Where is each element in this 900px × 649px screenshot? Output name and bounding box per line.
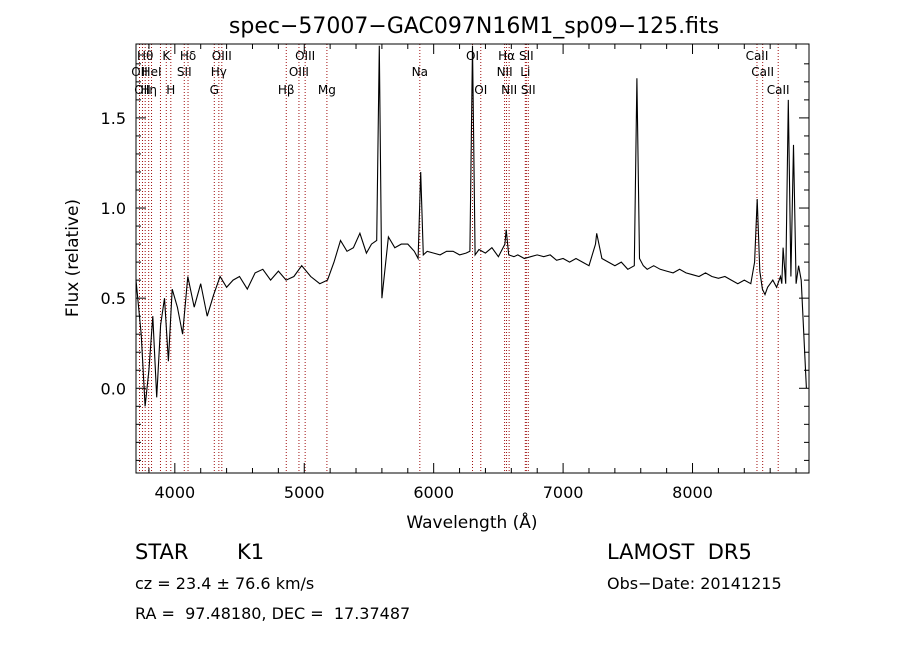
y-tick-label: 1.5 — [101, 109, 126, 128]
line-label: G — [210, 83, 219, 97]
line-label: K — [162, 49, 171, 63]
line-label: OII — [134, 83, 151, 97]
line-label: Li — [520, 65, 530, 79]
line-label: HeI — [142, 65, 162, 79]
line-label: Hα — [498, 49, 515, 63]
line-label: Hβ — [278, 83, 295, 97]
x-tick-label: 5000 — [284, 483, 325, 502]
line-label: Hγ — [211, 65, 227, 79]
line-label: SII — [521, 83, 536, 97]
survey-name: LAMOST DR5 — [607, 540, 752, 564]
redshift-text: cz = 23.4 ± 76.6 km/s — [135, 574, 315, 593]
spectral-line-labels: OIIOIIHθHηHeIKHSIIHδGHγOIIIHβOIIIOIIIMgN… — [131, 49, 789, 97]
line-label: Mg — [318, 83, 336, 97]
line-label: Hδ — [180, 49, 196, 63]
y-tick-label: 1.0 — [101, 199, 126, 218]
x-tick-label: 6000 — [413, 483, 454, 502]
plot-frame — [135, 43, 810, 474]
y-axis: 0.0 0.5 1.0 1.5 — [101, 63, 809, 461]
obs-date: Obs−Date: 20141215 — [607, 574, 782, 593]
line-label: Na — [412, 65, 428, 79]
object-class: STAR — [135, 540, 189, 564]
coordinates: RA = 97.48180, DEC = 17.37487 — [135, 604, 411, 623]
line-label: NII — [501, 83, 517, 97]
x-tick-label: 7000 — [543, 483, 584, 502]
line-label: CaII — [767, 83, 790, 97]
spectral-line-markers — [138, 44, 779, 473]
line-label: OI — [474, 83, 487, 97]
line-label: H — [166, 83, 175, 97]
line-label: Hθ — [137, 49, 153, 63]
line-label: OII — [131, 65, 148, 79]
x-tick-label: 4000 — [154, 483, 195, 502]
y-tick-label: 0.5 — [101, 289, 126, 308]
y-axis-label: Flux (relative) — [63, 199, 83, 317]
spectrum-line — [135, 45, 807, 407]
subclass: K1 — [237, 540, 265, 564]
line-label: CaII — [746, 49, 769, 63]
x-axis: 4000 5000 6000 7000 8000 — [148, 44, 797, 502]
line-label: NII — [497, 65, 513, 79]
y-tick-label: 0.0 — [101, 379, 126, 398]
line-label: Hη — [140, 83, 157, 97]
line-label: SII — [519, 49, 534, 63]
line-label: CaII — [751, 65, 774, 79]
line-label: OIII — [295, 49, 315, 63]
line-label: OIII — [212, 49, 232, 63]
x-axis-label: Wavelength (Å) — [406, 511, 537, 533]
chart-title: spec−57007−GAC097N16M1_sp09−125.fits — [229, 14, 719, 39]
line-label: OIII — [289, 65, 309, 79]
line-label: SII — [177, 65, 192, 79]
x-tick-label: 8000 — [672, 483, 713, 502]
